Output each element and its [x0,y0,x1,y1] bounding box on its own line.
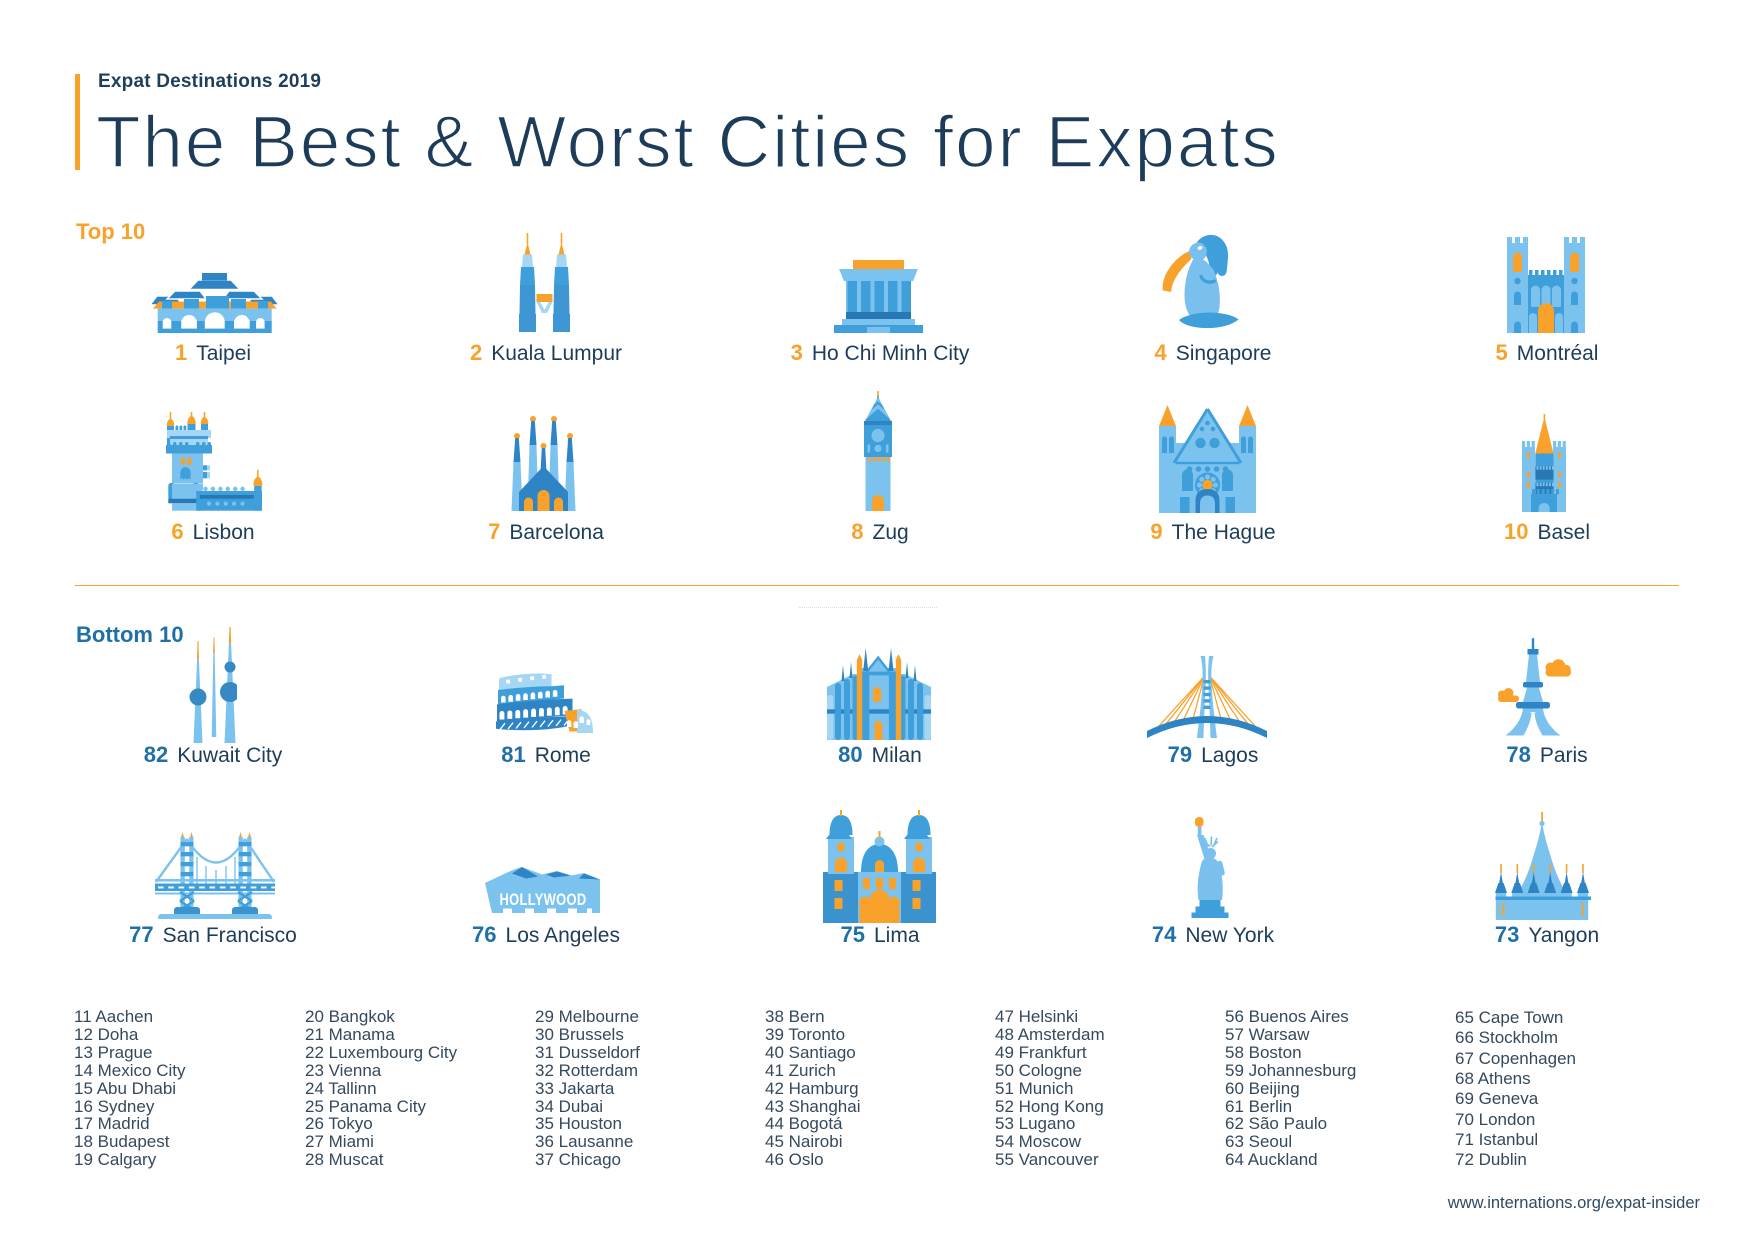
svg-text:HOLLYWOOD: HOLLYWOOD [500,891,587,909]
